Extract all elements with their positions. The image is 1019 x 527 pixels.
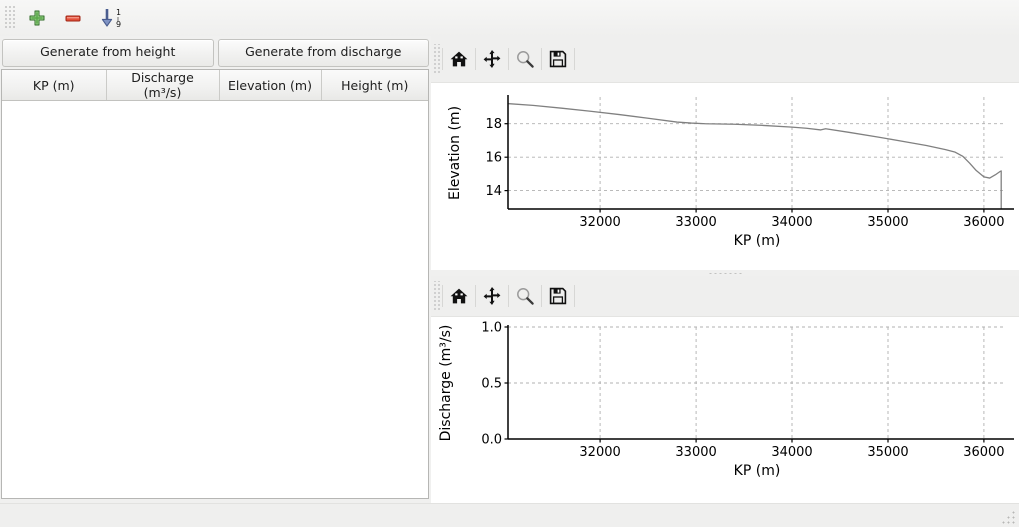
generate-from-discharge-button[interactable]: Generate from discharge — [217, 39, 429, 67]
toolbar-drag-handle[interactable] — [3, 6, 15, 30]
svg-text:1: 1 — [116, 8, 121, 17]
svg-text:34000: 34000 — [771, 445, 812, 460]
save-button-top[interactable] — [543, 44, 573, 74]
home-icon — [450, 288, 468, 304]
svg-text:16: 16 — [485, 151, 502, 166]
data-table: KP (m) Discharge (m³/s) Elevation (m) He… — [2, 70, 428, 101]
save-icon — [549, 287, 567, 305]
svg-text:33000: 33000 — [675, 215, 716, 230]
nav-separator — [442, 48, 443, 70]
zoom-button-bottom[interactable] — [510, 281, 540, 311]
nav-separator — [574, 285, 575, 307]
svg-text:Discharge (m³/s): Discharge (m³/s) — [438, 325, 454, 442]
svg-text:14: 14 — [485, 184, 502, 199]
svg-text:0.5: 0.5 — [481, 377, 502, 392]
svg-text:18: 18 — [485, 117, 502, 132]
discharge-chart-canvas[interactable]: 32000 33000 34000 35000 36000 0.0 0.5 1.0 KP (m)… — [431, 317, 1019, 503]
svg-text:33000: 33000 — [675, 445, 716, 460]
remove-row-icon — [65, 15, 81, 22]
discharge-nav-toolbar — [431, 276, 1019, 317]
home-button-top[interactable] — [444, 44, 474, 74]
pan-icon — [483, 50, 501, 68]
save-icon — [549, 50, 567, 68]
column-header-kp[interactable]: KP (m) — [2, 70, 107, 101]
column-header-height[interactable]: Height (m) — [321, 70, 428, 101]
svg-text:1.0: 1.0 — [481, 321, 502, 336]
nav-separator — [508, 48, 509, 70]
home-icon — [450, 51, 468, 67]
nav-separator — [574, 48, 575, 70]
svg-text:35000: 35000 — [867, 215, 908, 230]
remove-row-button[interactable] — [55, 2, 91, 34]
sort-ascending-icon: 1 9 — [101, 8, 121, 29]
plot-splitter[interactable] — [431, 270, 1019, 276]
elevation-nav-toolbar — [431, 36, 1019, 83]
generate-button-row: Generate from height Generate from disch… — [2, 39, 429, 67]
svg-text:36000: 36000 — [963, 215, 1004, 230]
nav-separator — [508, 285, 509, 307]
save-button-bottom[interactable] — [543, 281, 573, 311]
add-row-button[interactable] — [19, 2, 55, 34]
svg-text:0.0: 0.0 — [481, 433, 502, 448]
add-row-icon — [29, 10, 45, 26]
pan-button-bottom[interactable] — [477, 281, 507, 311]
nav-separator — [541, 285, 542, 307]
splitter-handle — [708, 272, 742, 275]
main-toolbar: 1 9 — [0, 0, 1019, 37]
nav-separator — [442, 285, 443, 307]
nav-separator — [541, 48, 542, 70]
svg-text:9: 9 — [116, 20, 121, 29]
svg-text:Elevation (m): Elevation (m) — [447, 106, 463, 200]
status-bar — [0, 503, 1019, 527]
zoom-button-top[interactable] — [510, 44, 540, 74]
elevation-chart-canvas[interactable]: 32000 33000 34000 35000 36000 14 16 18 KP (m) Ele… — [431, 83, 1019, 270]
nav-drag-handle-top[interactable] — [432, 44, 441, 74]
pan-icon — [483, 287, 501, 305]
svg-text:KP (m): KP (m) — [734, 463, 781, 479]
home-button-bottom[interactable] — [444, 281, 474, 311]
data-table-container[interactable]: KP (m) Discharge (m³/s) Elevation (m) He… — [1, 69, 429, 499]
zoom-icon — [517, 51, 534, 68]
nav-separator — [475, 48, 476, 70]
column-header-elevation[interactable]: Elevation (m) — [219, 70, 322, 101]
left-panel: Generate from height Generate from disch… — [0, 36, 431, 503]
nav-drag-handle-bottom[interactable] — [432, 281, 441, 311]
pan-button-top[interactable] — [477, 44, 507, 74]
zoom-icon — [517, 288, 534, 305]
elevation-plot-panel: 32000 33000 34000 35000 36000 14 16 18 KP (m) Ele… — [431, 36, 1019, 270]
generate-from-height-button[interactable]: Generate from height — [2, 39, 214, 67]
svg-text:32000: 32000 — [579, 215, 620, 230]
nav-separator — [475, 285, 476, 307]
svg-text:36000: 36000 — [963, 445, 1004, 460]
svg-text:32000: 32000 — [579, 445, 620, 460]
svg-text:KP (m): KP (m) — [734, 233, 781, 249]
table-header-row: KP (m) Discharge (m³/s) Elevation (m) He… — [2, 70, 428, 101]
svg-text:34000: 34000 — [771, 215, 812, 230]
sort-ascending-button[interactable]: 1 9 — [91, 2, 133, 34]
discharge-plot-panel: 32000 33000 34000 35000 36000 0.0 0.5 1.0 KP (m)… — [431, 270, 1019, 503]
resize-grip[interactable] — [1001, 510, 1015, 524]
column-header-discharge[interactable]: Discharge (m³/s) — [106, 70, 220, 101]
plots-panel: 32000 33000 34000 35000 36000 14 16 18 KP (m) Ele… — [431, 36, 1019, 503]
svg-text:35000: 35000 — [867, 445, 908, 460]
